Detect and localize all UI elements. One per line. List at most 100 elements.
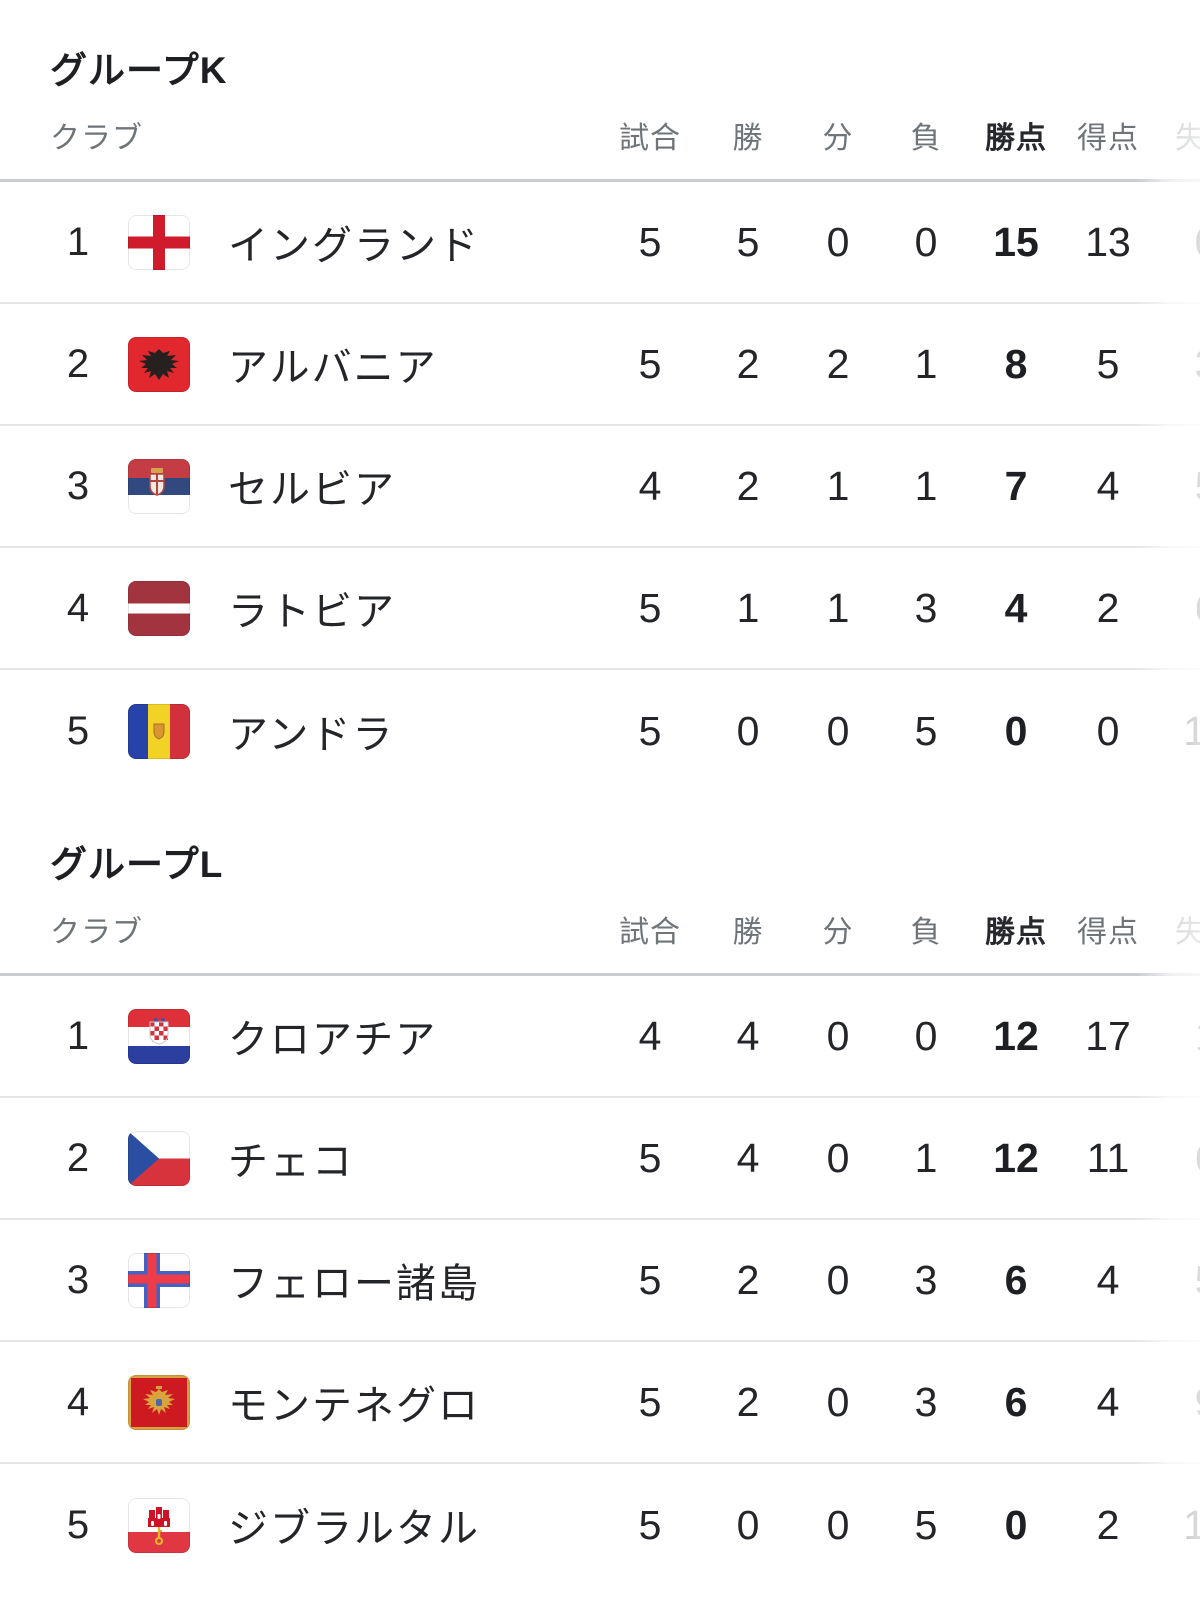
wins: 4 xyxy=(736,1134,760,1181)
points: 12 xyxy=(993,1134,1039,1181)
goals-for: 4 xyxy=(1096,1378,1120,1425)
rank: 2 xyxy=(66,1135,90,1180)
points: 8 xyxy=(1004,340,1028,387)
table-row[interactable]: 1 クロアチア 4 4 0 0 12 17 1 xyxy=(0,976,1200,1098)
column-header-goals-for: 得点 xyxy=(1077,915,1139,949)
goals-for: 2 xyxy=(1096,584,1120,631)
goals-for: 0 xyxy=(1096,707,1120,754)
matches-played: 5 xyxy=(638,218,662,265)
team-name: モンテネグロ xyxy=(228,1384,480,1428)
group-section: グループK クラブ 試合 勝 分 負 勝点 得点 失点 1 イングランド 5 5… xyxy=(0,52,1200,792)
rank: 5 xyxy=(66,1502,90,1547)
flag-cell xyxy=(128,1130,190,1186)
table-rows: 1 イングランド 5 5 0 0 15 13 0 2 アルバニア 5 2 2 1… xyxy=(0,182,1200,792)
group-title: グループL xyxy=(50,844,224,885)
draws: 0 xyxy=(826,707,850,754)
table-row[interactable]: 5 ジブラルタル 5 0 0 5 0 2 14 xyxy=(0,1464,1200,1586)
rank: 3 xyxy=(66,1257,90,1302)
group-title: グループK xyxy=(50,50,228,91)
table-header-row: クラブ 試合 勝 分 負 勝点 得点 失点 xyxy=(0,884,1200,976)
points: 6 xyxy=(1004,1256,1028,1303)
goals-against: 14 xyxy=(1183,1501,1200,1548)
column-header-won: 勝 xyxy=(732,915,764,949)
losses: 5 xyxy=(914,1501,938,1548)
rank: 5 xyxy=(66,708,90,753)
draws: 0 xyxy=(826,1134,850,1181)
goals-against: 9 xyxy=(1155,1379,1200,1426)
losses: 3 xyxy=(914,584,938,631)
team-name: フェロー諸島 xyxy=(228,1262,480,1306)
losses: 0 xyxy=(914,218,938,265)
losses: 1 xyxy=(914,1134,938,1181)
table-row[interactable]: 2 アルバニア 5 2 2 1 8 5 3 xyxy=(0,304,1200,426)
table-row[interactable]: 4 ラトビア 5 1 1 3 4 2 6 xyxy=(0,548,1200,670)
matches-played: 5 xyxy=(638,707,662,754)
group-section: グループL クラブ 試合 勝 分 負 勝点 得点 失点 1 クロアチア 4 4 … xyxy=(0,846,1200,1586)
matches-played: 5 xyxy=(638,1501,662,1548)
rank: 4 xyxy=(66,1379,90,1424)
flag-cell xyxy=(128,458,190,514)
goals-against: 0 xyxy=(1155,219,1200,266)
andorra-flag-icon xyxy=(128,703,190,759)
latvia-flag-icon xyxy=(128,580,190,636)
points: 6 xyxy=(1004,1378,1028,1425)
team-name: アルバニア xyxy=(228,346,438,390)
points: 4 xyxy=(1004,584,1028,631)
column-header-club: クラブ xyxy=(50,121,143,155)
gibraltar-flag-icon xyxy=(128,1497,190,1553)
goals-against: 1 xyxy=(1155,1013,1200,1060)
column-header-goals-against: 失点 xyxy=(1175,915,1200,949)
points: 12 xyxy=(993,1012,1039,1059)
column-header-played: 試合 xyxy=(619,121,681,155)
rank: 3 xyxy=(66,463,90,508)
table-row[interactable]: 3 フェロー諸島 5 2 0 3 6 4 5 xyxy=(0,1220,1200,1342)
goals-against: 5 xyxy=(1155,463,1200,510)
column-header-points: 勝点 xyxy=(985,121,1047,155)
montenegro-flag-icon xyxy=(128,1374,190,1430)
goals-against: 3 xyxy=(1155,341,1200,388)
wins: 0 xyxy=(736,1501,760,1548)
goals-for: 5 xyxy=(1096,340,1120,387)
column-header-drawn: 分 xyxy=(822,121,854,155)
wins: 2 xyxy=(736,340,760,387)
table-row[interactable]: 4 モンテネグロ 5 2 0 3 6 4 9 xyxy=(0,1342,1200,1464)
table-row[interactable]: 1 イングランド 5 5 0 0 15 13 0 xyxy=(0,182,1200,304)
team-name: セルビア xyxy=(228,468,396,512)
draws: 1 xyxy=(826,462,850,509)
matches-played: 5 xyxy=(638,1134,662,1181)
column-header-club: クラブ xyxy=(50,915,143,949)
losses: 5 xyxy=(914,707,938,754)
losses: 1 xyxy=(914,340,938,387)
team-name: アンドラ xyxy=(228,713,395,757)
table-header-row: クラブ 試合 勝 分 負 勝点 得点 失点 xyxy=(0,90,1200,182)
draws: 2 xyxy=(826,340,850,387)
column-header-goals-against: 失点 xyxy=(1175,121,1200,155)
rank: 1 xyxy=(66,219,90,264)
table-row[interactable]: 3 セルビア 4 2 1 1 7 4 5 xyxy=(0,426,1200,548)
column-header-drawn: 分 xyxy=(822,915,854,949)
goals-against: 5 xyxy=(1155,1257,1200,1304)
points: 0 xyxy=(1004,1501,1028,1548)
points: 7 xyxy=(1004,462,1028,509)
matches-played: 5 xyxy=(638,1378,662,1425)
matches-played: 5 xyxy=(638,584,662,631)
points: 15 xyxy=(993,218,1039,265)
matches-played: 4 xyxy=(638,462,662,509)
flag-cell xyxy=(128,1252,190,1308)
flag-cell xyxy=(128,580,190,636)
losses: 3 xyxy=(914,1256,938,1303)
team-name: イングランド xyxy=(228,224,480,268)
faroe-islands-flag-icon xyxy=(128,1252,190,1308)
team-name: ジブラルタル xyxy=(228,1507,480,1551)
goals-against: 6 xyxy=(1155,585,1200,632)
draws: 0 xyxy=(826,1501,850,1548)
goals-against: 10 xyxy=(1183,707,1200,754)
draws: 0 xyxy=(826,1256,850,1303)
column-header-lost: 負 xyxy=(910,121,942,155)
table-rows: 1 クロアチア 4 4 0 0 12 17 1 2 チェコ 5 4 0 1 12… xyxy=(0,976,1200,1586)
wins: 2 xyxy=(736,1378,760,1425)
flag-cell xyxy=(128,336,190,392)
table-row[interactable]: 5 アンドラ 5 0 0 5 0 0 10 xyxy=(0,670,1200,792)
table-row[interactable]: 2 チェコ 5 4 0 1 12 11 6 xyxy=(0,1098,1200,1220)
